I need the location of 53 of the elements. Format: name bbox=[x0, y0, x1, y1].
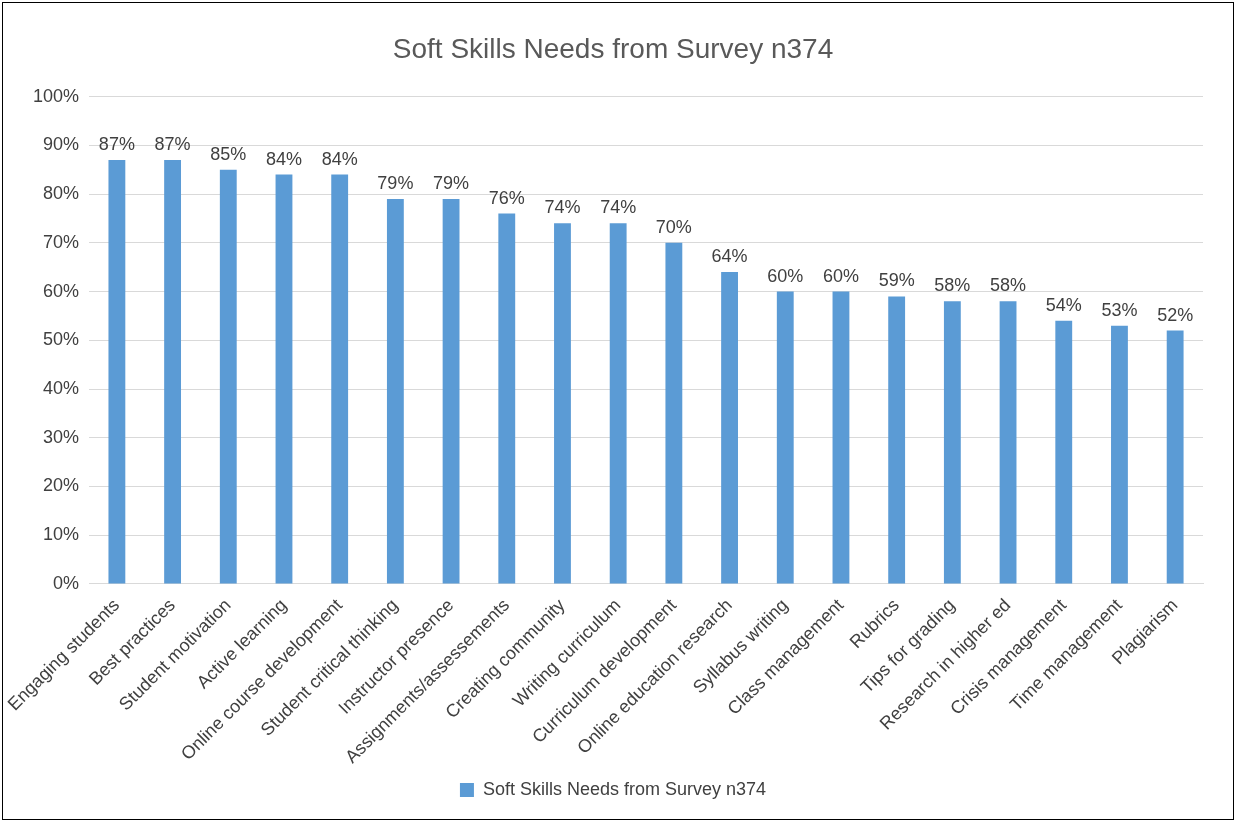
data-label: 54% bbox=[1045, 294, 1082, 315]
bar bbox=[275, 174, 293, 584]
data-label: 79% bbox=[433, 172, 470, 193]
bar bbox=[888, 296, 906, 584]
data-label: 74% bbox=[544, 197, 581, 218]
data-label: 58% bbox=[934, 275, 971, 296]
bar bbox=[1111, 325, 1128, 584]
data-label: 87% bbox=[154, 133, 191, 154]
data-label: 70% bbox=[655, 216, 692, 237]
data-label: 60% bbox=[822, 265, 859, 286]
bar bbox=[721, 272, 738, 584]
bar bbox=[609, 223, 627, 584]
y-tick-label: 100% bbox=[32, 85, 80, 106]
data-label: 59% bbox=[878, 270, 915, 291]
bar bbox=[943, 301, 961, 584]
data-label: 64% bbox=[711, 246, 748, 267]
y-tick-label: 20% bbox=[43, 475, 80, 496]
bar bbox=[442, 198, 460, 584]
data-label: 84% bbox=[265, 148, 302, 169]
bar bbox=[219, 169, 237, 584]
bar bbox=[498, 213, 516, 584]
legend-label: Soft Skills Needs from Survey n374 bbox=[482, 778, 767, 799]
bar bbox=[665, 242, 683, 584]
data-label: 84% bbox=[321, 148, 358, 169]
bar bbox=[164, 159, 182, 584]
data-label: 85% bbox=[210, 143, 247, 164]
bar bbox=[554, 223, 571, 584]
y-tick-label: 10% bbox=[43, 524, 80, 545]
chart-title: Soft Skills Needs from Survey n374 bbox=[392, 32, 834, 64]
y-tick-label: 90% bbox=[43, 134, 80, 155]
data-label: 52% bbox=[1157, 304, 1194, 325]
y-tick-label: 0% bbox=[53, 572, 80, 593]
bar bbox=[999, 301, 1017, 584]
bar bbox=[776, 291, 794, 584]
data-label: 76% bbox=[488, 187, 525, 208]
y-tick-label: 70% bbox=[43, 231, 80, 252]
y-tick-label: 80% bbox=[43, 183, 80, 204]
y-tick-label: 30% bbox=[43, 426, 80, 447]
data-label: 53% bbox=[1101, 299, 1138, 320]
data-label: 79% bbox=[377, 172, 414, 193]
bar bbox=[386, 198, 404, 584]
data-label: 74% bbox=[600, 197, 637, 218]
bar bbox=[1055, 320, 1073, 584]
y-tick-label: 40% bbox=[43, 377, 80, 398]
bar bbox=[832, 291, 850, 584]
y-tick-label: 60% bbox=[43, 280, 80, 301]
data-label: 58% bbox=[990, 275, 1027, 296]
y-tick-label: 50% bbox=[43, 329, 80, 350]
data-label: 60% bbox=[767, 265, 804, 286]
bar bbox=[108, 159, 126, 584]
bar bbox=[1166, 330, 1184, 584]
data-label: 87% bbox=[98, 133, 135, 154]
bar bbox=[331, 174, 349, 584]
